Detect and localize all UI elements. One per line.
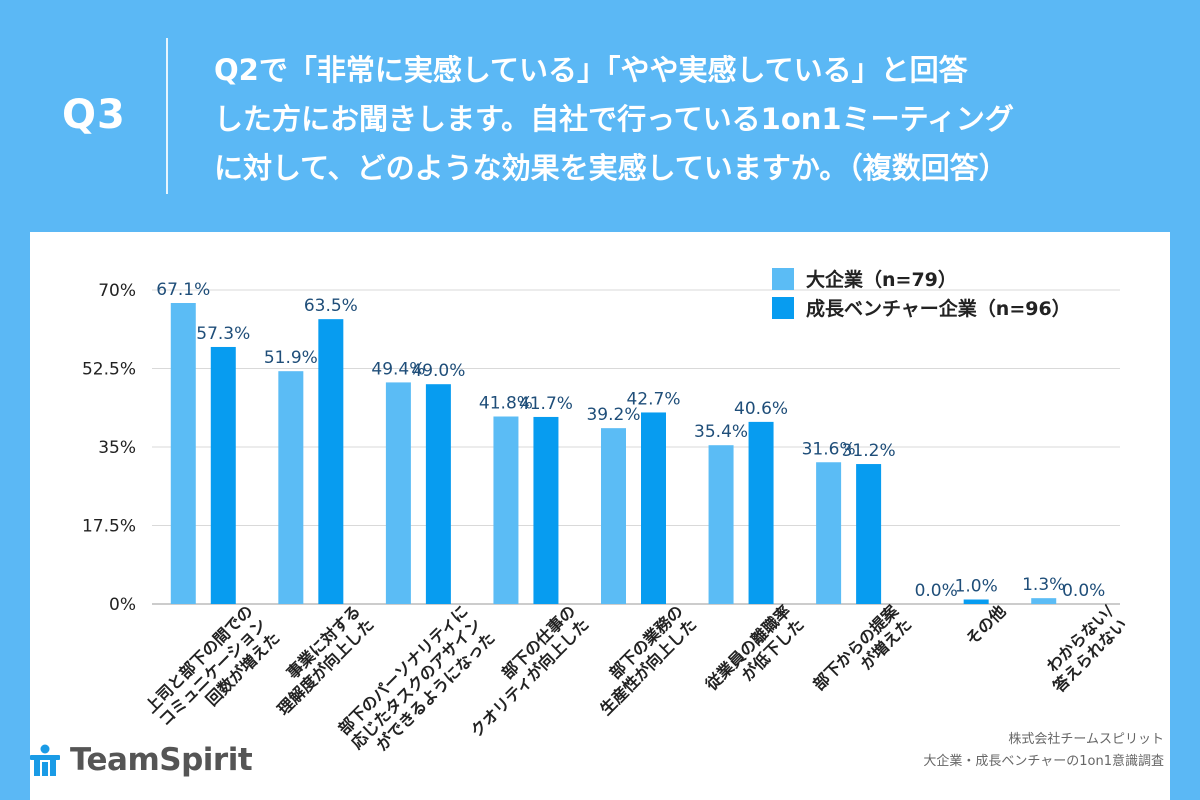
x-category-label: 部下の業務の生産性が向上した (583, 601, 700, 718)
data-label: 42.7% (626, 389, 680, 409)
data-label: 40.6% (734, 399, 788, 419)
data-label: 0.0% (1062, 581, 1105, 601)
data-label: 41.7% (519, 394, 573, 414)
credit-company: 株式会社チームスピリット (1008, 732, 1164, 747)
question-text: Q2で「非常に実感している」「やや実感している」と回答 した方にお聞きします。自… (214, 46, 1174, 193)
header-banner: Q3 Q2で「非常に実感している」「やや実感している」と回答 した方にお聞きしま… (0, 0, 1200, 230)
y-tick-label: 0% (109, 595, 136, 615)
chart-legend: 大企業（n=79） 成長ベンチャー企業（n=96） (772, 264, 1071, 322)
data-label: 35.4% (694, 422, 748, 442)
x-category-label: 上司と部下の間でのコミュニケーション回数が増えた (141, 601, 283, 743)
data-label: 49.4% (371, 359, 425, 379)
data-label: 49.0% (411, 361, 465, 381)
data-label: 31.6% (802, 439, 856, 459)
data-label: 51.9% (264, 348, 318, 368)
bar-large (170, 303, 196, 604)
y-tick-label: 70% (98, 281, 136, 301)
bar-large (708, 445, 734, 604)
bar-venture (748, 421, 774, 604)
x-category-label: 従業員の離職率が低下した (701, 601, 808, 708)
bar-venture (318, 319, 344, 604)
y-tick-label: 35% (98, 438, 136, 458)
y-tick-label: 17.5% (82, 517, 136, 537)
bar-large (385, 382, 411, 604)
data-label: 31.2% (842, 441, 896, 461)
bar-large (278, 371, 304, 604)
bar-venture (963, 599, 989, 604)
bar-large (1031, 598, 1057, 604)
header-divider (166, 38, 168, 194)
data-label: 63.5% (304, 296, 358, 316)
legend-item-venture: 成長ベンチャー企業（n=96） (772, 293, 1071, 322)
data-label: 1.3% (1022, 575, 1065, 595)
question-line: Q2で「非常に実感している」「やや実感している」と回答 (214, 53, 968, 87)
legend-label-large: 大企業（n=79） (806, 269, 957, 291)
bar-venture (856, 464, 882, 604)
x-category-label: わからない/答えられない (1036, 601, 1131, 696)
credit-text: 株式会社チームスピリット 大企業・成長ベンチャーの1on1意識調査 (923, 729, 1164, 773)
bar-large (493, 416, 519, 604)
data-label: 41.8% (479, 393, 533, 413)
teamspirit-logo: TeamSpirit (28, 742, 253, 778)
data-label: 0.0% (915, 581, 958, 601)
bar-large (816, 462, 842, 604)
bar-large (601, 428, 626, 604)
legend-swatch-large (772, 267, 794, 290)
y-tick-label: 52.5% (82, 360, 136, 380)
data-label: 1.0% (955, 577, 998, 597)
data-label: 39.2% (586, 405, 640, 425)
logo-text: TeamSpirit (70, 742, 253, 778)
x-category-label: その他 (962, 601, 1009, 648)
data-label: 57.3% (196, 324, 250, 344)
legend-label-venture: 成長ベンチャー企業（n=96） (806, 298, 1071, 320)
bar-venture (210, 346, 236, 604)
credit-survey: 大企業・成長ベンチャーの1on1意識調査 (923, 754, 1164, 769)
x-category-label: 部下からの提案が増えた (809, 601, 916, 708)
legend-swatch-venture (772, 296, 794, 319)
question-number: Q3 (62, 92, 126, 138)
legend-item-large: 大企業（n=79） (772, 264, 1071, 293)
bar-venture (533, 416, 559, 604)
x-category-label-line: その他 (962, 601, 1009, 648)
question-line: に対して、どのような効果を実感していますか。（複数回答） (214, 151, 1008, 185)
bar-venture (641, 412, 666, 604)
bar-venture (425, 384, 451, 604)
teamspirit-logo-icon (30, 744, 60, 776)
question-line: した方にお聞きします。自社で行っている1on1ミーティング (214, 102, 1014, 136)
data-label: 67.1% (156, 280, 210, 300)
